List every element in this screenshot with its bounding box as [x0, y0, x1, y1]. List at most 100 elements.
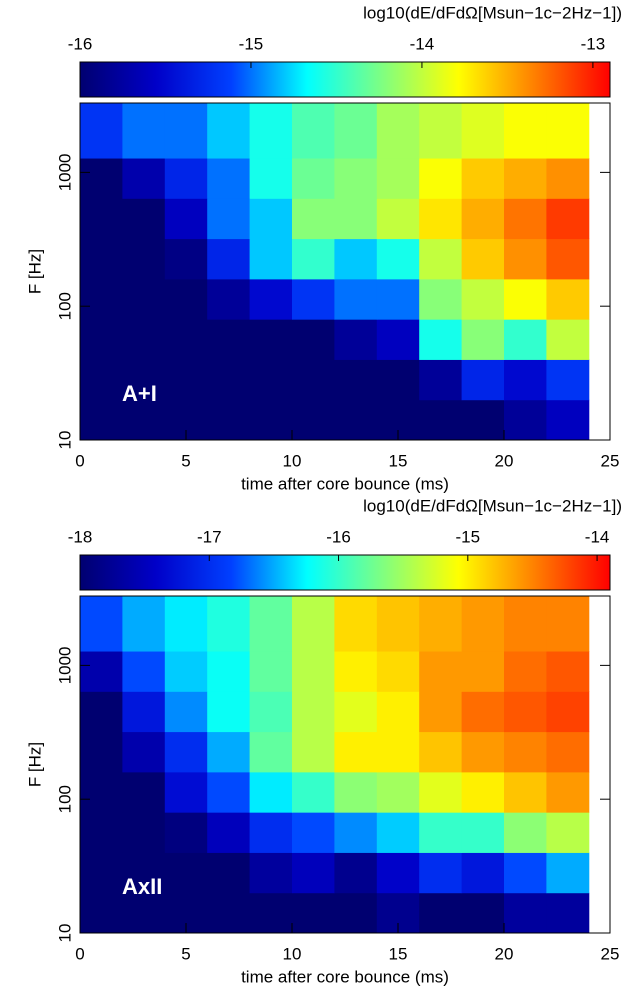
- heatmap-cell: [419, 892, 463, 934]
- heatmap-cell: [334, 596, 378, 652]
- heatmap-cell: [419, 319, 463, 360]
- heatmap-cell: [376, 198, 420, 240]
- heatmap-cell: [504, 319, 547, 360]
- heatmap-cell: [504, 691, 547, 733]
- heatmap-cell: [207, 596, 251, 652]
- heatmap-cell: [334, 812, 378, 853]
- y-tick-label: 100: [55, 292, 74, 320]
- heatmap-cell: [546, 359, 590, 401]
- heatmap-cell: [122, 103, 166, 159]
- heatmap-cell: [419, 198, 463, 240]
- heatmap-cell: [546, 596, 590, 652]
- heatmap-cell: [80, 238, 123, 280]
- heatmap-cell: [461, 812, 505, 853]
- x-tick-label: 5: [181, 944, 190, 963]
- heatmap-cell: [164, 596, 208, 652]
- heatmap-cell: [334, 158, 378, 199]
- heatmap-cell: [504, 892, 547, 934]
- heatmap-cell: [419, 103, 463, 159]
- heatmap-cell: [122, 278, 166, 320]
- heatmap-cell: [249, 596, 293, 652]
- heatmap-cell: [207, 158, 251, 199]
- y-tick-label: 100: [55, 785, 74, 813]
- heatmap-cell: [164, 691, 208, 733]
- heatmap-cell: [546, 651, 590, 692]
- heatmap-cell: [80, 278, 123, 320]
- heatmap-cell: [376, 731, 420, 773]
- heatmap-cell: [334, 892, 378, 934]
- heatmap-cell: [80, 852, 123, 894]
- heatmap-cell: [292, 852, 335, 894]
- y-tick-label: 10: [55, 924, 74, 943]
- heatmap-cell: [249, 771, 293, 813]
- x-tick-label: 25: [601, 451, 620, 470]
- heatmap-cell: [376, 103, 420, 159]
- heatmap-cell: [122, 812, 166, 853]
- x-tick-label: 15: [389, 451, 408, 470]
- heatmap-cell: [292, 812, 335, 853]
- heatmap-cell: [419, 399, 463, 441]
- x-tick-label: 15: [389, 944, 408, 963]
- x-tick-label: 20: [495, 944, 514, 963]
- y-tick-label: 1000: [55, 153, 74, 191]
- heatmap-cell: [546, 399, 590, 441]
- heatmap-cell: [546, 852, 590, 894]
- heatmap-cell: [164, 238, 208, 280]
- heatmap-cell: [80, 399, 123, 441]
- heatmap-cell: [376, 359, 420, 401]
- heatmap-cell: [80, 651, 123, 692]
- heatmap-cell: [376, 852, 420, 894]
- heatmap-cell: [164, 278, 208, 320]
- heatmap-cell: [122, 319, 166, 360]
- colorbar-tick-label: -17: [197, 527, 222, 546]
- heatmap-cell: [292, 651, 335, 692]
- heatmap-cell: [207, 278, 251, 320]
- heatmap-cell: [419, 596, 463, 652]
- heatmap-cell: [292, 103, 335, 159]
- heatmap-cell: [207, 238, 251, 280]
- heatmap-cell: [122, 596, 166, 652]
- heatmap-cell: [207, 103, 251, 159]
- heatmap-cell: [122, 731, 166, 773]
- heatmap-cell: [504, 238, 547, 280]
- heatmap-cell: [334, 731, 378, 773]
- heatmap-cell: [207, 771, 251, 813]
- plot-frame: [79, 595, 611, 934]
- heatmap-cell: [376, 158, 420, 199]
- heatmap-cell: [80, 158, 123, 199]
- plot-frame: [79, 102, 611, 441]
- colorbar-tick-label: -15: [239, 34, 264, 53]
- heatmap-cell: [249, 319, 293, 360]
- heatmap-cell: [122, 691, 166, 733]
- heatmap-cell: [334, 771, 378, 813]
- heatmap-cell: [546, 812, 590, 853]
- heatmap-cell: [504, 596, 547, 652]
- heatmap-cell: [334, 651, 378, 692]
- heatmap-cell: [122, 158, 166, 199]
- heatmap-cell: [419, 158, 463, 199]
- heatmap-cell: [461, 278, 505, 320]
- heatmap-cell: [546, 892, 590, 934]
- heatmap-cell: [461, 691, 505, 733]
- heatmap-cell: [122, 399, 166, 441]
- heatmap-cell: [122, 198, 166, 240]
- heatmap-cell: [249, 198, 293, 240]
- heatmap-cell: [461, 238, 505, 280]
- colorbar-tick-label: -14: [585, 527, 610, 546]
- heatmap-cell: [207, 852, 251, 894]
- heatmap-cell: [334, 198, 378, 240]
- heatmap-cell: [504, 812, 547, 853]
- heatmap-cell: [334, 238, 378, 280]
- heatmap-cell: [546, 731, 590, 773]
- heatmap-cell: [461, 359, 505, 401]
- heatmap-cell: [504, 399, 547, 441]
- heatmap-cell: [376, 319, 420, 360]
- heatmap-cell: [122, 359, 166, 401]
- heatmap-cell: [546, 158, 590, 199]
- heatmap-cell: [80, 103, 123, 159]
- heatmap-cell: [164, 812, 208, 853]
- heatmap-cell: [461, 399, 505, 441]
- heatmap-cell: [207, 812, 251, 853]
- heatmap-cell: [546, 238, 590, 280]
